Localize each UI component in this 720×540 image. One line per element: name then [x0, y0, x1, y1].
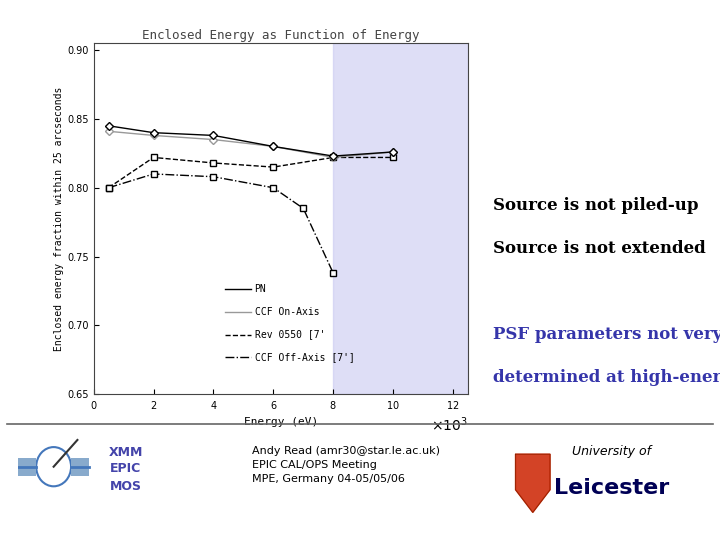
Polygon shape	[516, 454, 550, 512]
Text: XMM
EPIC
MOS: XMM EPIC MOS	[109, 446, 143, 492]
Bar	[71, 458, 89, 476]
Y-axis label: Enclosed energy fraction within 25 arcseconds: Enclosed energy fraction within 25 arcse…	[54, 86, 64, 351]
Title: Enclosed Energy as Function of Energy: Enclosed Energy as Function of Energy	[142, 29, 420, 42]
Text: Source is not piled-up: Source is not piled-up	[493, 197, 698, 214]
Text: PSF parameters not very well: PSF parameters not very well	[493, 326, 720, 343]
Bar	[18, 458, 36, 476]
Text: University of: University of	[572, 446, 652, 458]
X-axis label: Energy (eV): Energy (eV)	[243, 417, 318, 427]
Text: Leicester: Leicester	[554, 478, 670, 498]
Text: determined at high-energy: determined at high-energy	[493, 369, 720, 387]
Text: Andy Read (amr30@star.le.ac.uk)
EPIC CAL/OPS Meeting
MPE, Germany 04-05/05/06: Andy Read (amr30@star.le.ac.uk) EPIC CAL…	[252, 446, 440, 483]
Text: CCF Off-Axis [7']: CCF Off-Axis [7']	[255, 352, 354, 362]
Text: CCF On-Axis: CCF On-Axis	[255, 307, 319, 317]
Text: Rev 0550 [7': Rev 0550 [7'	[255, 329, 325, 340]
Bar	[333, 43, 468, 394]
Text: Source is not extended: Source is not extended	[493, 240, 706, 257]
Text: PN: PN	[255, 284, 266, 294]
